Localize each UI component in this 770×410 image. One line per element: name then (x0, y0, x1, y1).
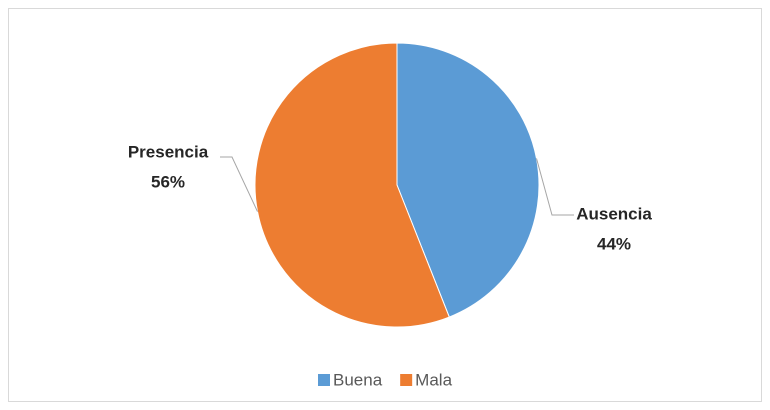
legend-swatch (318, 374, 330, 386)
leader-line (536, 158, 574, 216)
data-label-value: 44% (597, 234, 631, 253)
data-label-name: Presencia (128, 142, 209, 161)
legend-label: Buena (333, 370, 383, 389)
data-label-value: 56% (151, 172, 185, 191)
legend-swatch (400, 374, 413, 386)
legend-label: Mala (415, 370, 452, 389)
leader-line (220, 156, 258, 212)
pie-slice (254, 42, 450, 328)
data-label-name: Ausencia (576, 204, 652, 223)
pie-slice (396, 42, 540, 318)
